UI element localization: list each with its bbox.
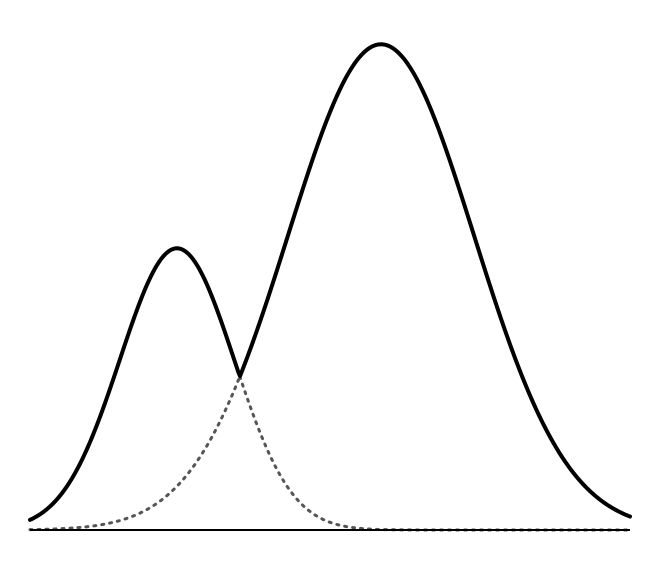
curve-envelope [30,44,630,520]
bimodal-distribution-chart [0,0,658,580]
curve-component-1 [30,248,630,530]
chart-svg [0,0,658,580]
